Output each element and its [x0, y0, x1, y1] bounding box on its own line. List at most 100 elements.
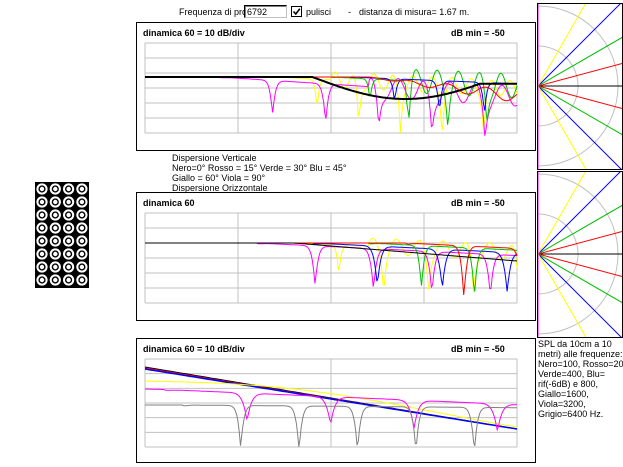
speaker-cone	[79, 225, 85, 231]
graph-plot	[144, 42, 518, 136]
polar-ray	[538, 253, 622, 337]
speaker-cone	[66, 277, 71, 283]
speaker-cone	[39, 238, 45, 244]
speaker-icon	[76, 209, 88, 221]
speaker-icon	[76, 222, 88, 234]
curve-yellow	[144, 380, 518, 428]
vertical-polar-diagram	[537, 3, 623, 170]
checkmark-icon	[292, 8, 301, 16]
speaker-cone	[53, 251, 58, 257]
speaker-array-icon	[35, 182, 89, 288]
legend-vertical: Dispersione Verticale	[172, 153, 257, 163]
speaker-icon	[36, 209, 48, 221]
curve-grey	[145, 404, 517, 447]
speaker-icon	[63, 261, 75, 273]
grid	[144, 212, 518, 304]
spl-distance-graph: dinamica 60 = 10 dB/div dB min = -50	[136, 338, 536, 463]
speaker-cone	[79, 264, 85, 270]
polar-ray	[538, 4, 621, 87]
speaker-cone	[53, 238, 58, 244]
speaker-icon	[63, 196, 75, 208]
spl-line: Viola=3200,	[538, 399, 586, 409]
speaker-icon	[76, 274, 88, 286]
speaker-cone	[39, 186, 45, 192]
speaker-icon	[49, 183, 61, 195]
speaker-icon	[36, 274, 48, 286]
speaker-icon	[36, 248, 48, 260]
speaker-icon	[36, 235, 48, 247]
speaker-icon	[49, 209, 61, 221]
speaker-cone	[39, 264, 45, 270]
polar-ray	[538, 253, 622, 304]
spl-info: SPL da 10cm a 10 metri) alle frequenze: …	[538, 339, 623, 419]
speaker-icon	[36, 196, 48, 208]
speaker-icon	[76, 261, 88, 273]
polar-ray	[538, 253, 622, 278]
speaker-cone	[53, 277, 58, 283]
speaker-cone	[79, 251, 85, 257]
dispersion-legend: Dispersione Verticale Nero=0° Rosso = 15…	[172, 153, 347, 193]
curve-violet	[145, 388, 517, 432]
polar-ray	[538, 85, 587, 169]
speaker-cone	[39, 212, 45, 218]
speaker-cone	[79, 277, 85, 283]
spl-line: Giallo=1600,	[538, 389, 589, 399]
polar-ray	[538, 204, 622, 255]
speaker-cone	[66, 225, 71, 231]
graph-plot	[144, 358, 518, 448]
speaker-icon	[36, 261, 48, 273]
speaker-cone	[53, 186, 58, 192]
polar-ray	[538, 4, 586, 87]
speaker-icon	[49, 261, 61, 273]
horizontal-polar-diagram	[537, 171, 623, 338]
polar-ray	[538, 85, 622, 110]
speaker-icon	[63, 183, 75, 195]
speaker-icon	[76, 248, 88, 260]
speaker-cone	[66, 212, 71, 218]
graph-plot	[144, 212, 518, 304]
polar-ray	[538, 62, 622, 87]
frequency-input[interactable]	[244, 5, 287, 18]
polar-ray	[538, 230, 622, 255]
graph-title: dinamica 60 = 10 dB/div	[143, 344, 245, 354]
polar-plot	[538, 4, 622, 169]
curve-blue	[144, 368, 518, 430]
clear-checkbox[interactable]	[291, 6, 302, 17]
spl-line: Verde=400, Blu=	[538, 369, 606, 379]
speaker-icon	[63, 274, 75, 286]
speaker-cone	[79, 212, 85, 218]
vertical-dispersion-graph: dinamica 60 = 10 dB/div dB min = -50	[136, 22, 536, 151]
speaker-icon	[36, 222, 48, 234]
grid	[144, 358, 518, 448]
speaker-cone	[39, 277, 45, 283]
clear-label: pulisci	[306, 7, 332, 17]
horizontal-dispersion-graph: dinamica 60 dB min = -50	[136, 192, 536, 321]
polar-plot	[538, 172, 622, 337]
speaker-cone	[39, 251, 45, 257]
speaker-icon	[49, 248, 61, 260]
speaker-cone	[53, 212, 58, 218]
speaker-cone	[53, 225, 58, 231]
db-min-label: dB min = -50	[451, 344, 505, 354]
graph-title: dinamica 60	[143, 198, 195, 208]
speaker-icon	[49, 196, 61, 208]
curve-black	[145, 76, 517, 100]
speaker-cone	[66, 238, 71, 244]
polar-ray	[538, 36, 622, 87]
speaker-cone	[79, 186, 85, 192]
speaker-icon	[49, 222, 61, 234]
legend-line1: Nero=0° Rosso = 15° Verde = 30° Blu = 45…	[172, 163, 347, 173]
polar-ray	[538, 172, 586, 255]
distance-text: distanza di misura= 1.67 m.	[359, 7, 470, 17]
speaker-icon	[49, 235, 61, 247]
speaker-icon	[49, 274, 61, 286]
speaker-cone	[53, 264, 58, 270]
speaker-cone	[39, 199, 45, 205]
spl-line: rif(-6dB) e 800,	[538, 379, 599, 389]
spl-line: SPL da 10cm a 10	[538, 339, 612, 349]
polar-ray	[538, 253, 587, 337]
separator-text: -	[348, 7, 351, 17]
speaker-icon	[63, 248, 75, 260]
frequency-label: Frequenza di prova	[179, 7, 257, 17]
spl-line: Grigio=6400 Hz.	[538, 409, 604, 419]
